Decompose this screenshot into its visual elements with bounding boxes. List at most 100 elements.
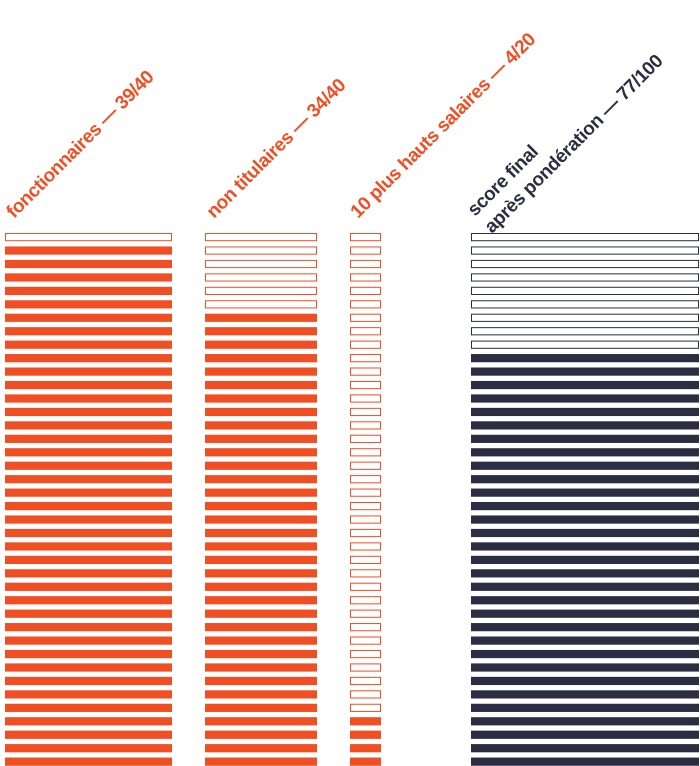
score-final-bar-empty-2 [471,246,699,255]
score-final-bar-filled-24 [471,542,699,551]
score-final-bar-empty-1 [471,233,699,242]
fonctionnaires-bar-filled-5 [5,286,172,295]
fonctionnaires-bar-filled-20 [5,488,172,497]
non-titulaires-bar-filled-10 [205,354,317,363]
hauts-salaires-bar-empty-19 [350,475,381,484]
non-titulaires-bar-filled-17 [205,448,317,457]
fonctionnaires-bar-filled-6 [5,300,172,309]
hauts-salaires-bar-empty-7 [350,313,381,322]
non-titulaires-bar-filled-8 [205,327,317,336]
score-final-bar-empty-5 [471,286,699,295]
fonctionnaires-bar-filled-33 [5,663,172,672]
fonctionnaires-bar-filled-39 [5,744,172,753]
score-final-bar-filled-27 [471,582,699,591]
hauts-salaires-bar-empty-3 [350,259,381,269]
score-final-bar-filled-39 [471,744,699,753]
score-final-bar-filled-17 [471,448,699,457]
label-fonctionnaires: fonctionnaires — 39/40 [3,67,159,223]
fonctionnaires-bar-filled-35 [5,690,172,699]
non-titulaires-bar-filled-36 [205,703,317,712]
hauts-salaires-bar-empty-21 [350,502,381,511]
hauts-salaires-bar-empty-6 [350,300,381,309]
score-final-bar-filled-12 [471,380,699,390]
fonctionnaires-bar-filled-3 [5,259,172,269]
bars-layer [5,233,699,766]
hauts-salaires-bar-empty-9 [350,340,381,349]
hauts-salaires-bar-empty-32 [350,649,381,659]
fonctionnaires-bar-filled-2 [5,246,172,255]
hauts-salaires-bar-empty-36 [350,703,381,712]
hauts-salaires-bar-empty-4 [350,273,381,282]
hauts-salaires-bar-empty-26 [350,569,381,578]
fonctionnaires-bar-filled-25 [5,555,172,564]
non-titulaires-bar-filled-20 [205,488,317,497]
hauts-salaires-bar-empty-28 [350,596,381,605]
non-titulaires-bar-empty-4 [205,273,317,282]
hauts-salaires-bar-filled-40 [350,757,381,766]
fonctionnaires-bar-filled-29 [5,609,172,618]
fonctionnaires-bar-filled-37 [5,717,172,726]
hauts-salaires-bar-empty-23 [350,528,381,538]
hauts-salaires-bar-empty-14 [350,407,381,417]
score-final-bar-filled-28 [471,596,699,605]
hauts-salaires-bar-empty-29 [350,609,381,618]
fonctionnaires-bar-filled-13 [5,394,172,403]
hauts-salaires-bar-empty-11 [350,367,381,376]
fonctionnaires-bar-filled-23 [5,528,172,538]
non-titulaires-bar-filled-15 [205,421,317,430]
score-final-bar-filled-40 [471,757,699,766]
non-titulaires-bar-filled-23 [205,528,317,538]
hauts-salaires-bar-empty-25 [350,555,381,564]
fonctionnaires-bar-filled-17 [5,448,172,457]
hauts-salaires-bar-filled-38 [350,730,381,739]
score-final-bar-filled-25 [471,555,699,564]
non-titulaires-bar-empty-1 [205,233,317,242]
score-final-bar-filled-15 [471,421,699,430]
fonctionnaires-bar-filled-24 [5,542,172,551]
hauts-salaires-bar-empty-34 [350,676,381,686]
non-titulaires-bar-filled-19 [205,475,317,484]
non-titulaires-bar-filled-16 [205,434,317,443]
hauts-salaires-bar-empty-12 [350,380,381,390]
fonctionnaires-bar-filled-34 [5,676,172,686]
score-final-bar-filled-31 [471,636,699,645]
non-titulaires-bar-filled-40 [205,757,317,766]
fonctionnaires-bar-filled-12 [5,380,172,390]
fonctionnaires-bar-filled-10 [5,354,172,363]
non-titulaires-bar-filled-13 [205,394,317,403]
score-final-bar-filled-30 [471,623,699,632]
hauts-salaires-bar-empty-35 [350,690,381,699]
fonctionnaires-bar-filled-31 [5,636,172,645]
non-titulaires-bar-filled-27 [205,582,317,591]
score-final-bar-filled-13 [471,394,699,403]
hauts-salaires-bar-empty-27 [350,582,381,591]
score-final-bar-empty-9 [471,340,699,349]
score-final-bar-filled-11 [471,367,699,376]
hauts-salaires-bar-empty-16 [350,434,381,443]
non-titulaires-bar-filled-26 [205,569,317,578]
fonctionnaires-bar-filled-16 [5,434,172,443]
score-final-bar-filled-22 [471,515,699,524]
hauts-salaires-bar-empty-8 [350,327,381,336]
fonctionnaires-bar-filled-26 [5,569,172,578]
non-titulaires-bar-filled-7 [205,313,317,322]
score-final-bar-filled-19 [471,475,699,484]
non-titulaires-bar-empty-6 [205,300,317,309]
score-final-bar-filled-26 [471,569,699,578]
hauts-salaires-bar-empty-2 [350,246,381,255]
fonctionnaires-bar-filled-8 [5,327,172,336]
non-titulaires-bar-empty-2 [205,246,317,255]
non-titulaires-bar-filled-22 [205,515,317,524]
non-titulaires-bar-filled-30 [205,623,317,632]
non-titulaires-bar-empty-3 [205,259,317,269]
hauts-salaires-bar-empty-24 [350,542,381,551]
score-final-bar-empty-7 [471,313,699,322]
score-final-bar-filled-32 [471,649,699,659]
fonctionnaires-bar-filled-28 [5,596,172,605]
non-titulaires-bar-filled-37 [205,717,317,726]
hauts-salaires-bar-empty-1 [350,233,381,242]
score-final-bar-filled-29 [471,609,699,618]
hauts-salaires-bar-empty-10 [350,354,381,363]
score-final-bar-filled-16 [471,434,699,443]
score-final-bar-filled-38 [471,730,699,739]
